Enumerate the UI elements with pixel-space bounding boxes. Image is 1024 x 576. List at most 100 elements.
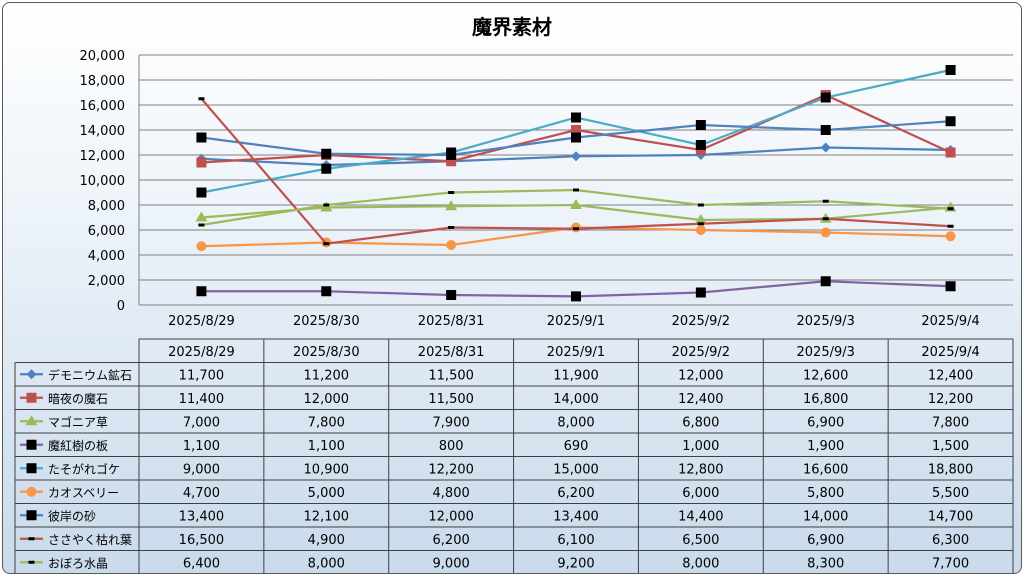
table-cell: 15,000 [553,462,599,477]
series-3-point [445,200,458,211]
table-header-date: 2025/9/4 [921,345,979,360]
series-8-point [947,224,954,228]
series-5-point [571,112,581,123]
legend-label: 彼岸の砂 [48,509,96,523]
series-9-point [697,203,704,207]
table-cell: 6,900 [807,415,844,430]
table-cell: 13,400 [179,509,225,524]
y-tick-label: 6,000 [88,224,125,239]
series-9-point [947,207,954,211]
x-tick-label: 2025/8/29 [168,314,235,329]
table-cell: 6,500 [682,533,719,548]
series-2-point [945,147,956,158]
legend-key-marker [26,392,37,403]
series-9-point [822,199,829,203]
table-cell: 6,300 [932,533,969,548]
series-8-point [697,222,704,226]
table-cell: 12,000 [428,509,474,524]
table-cell: 6,200 [433,533,470,548]
series-9-point [573,188,579,192]
y-tick-label: 18,000 [80,74,126,89]
series-2-point [196,157,207,168]
x-tick-label: 2025/8/30 [293,314,360,329]
table-cell: 8,000 [557,415,594,430]
series-7-point [321,148,332,159]
chart-title: 魔界素材 [472,15,552,39]
legend-label: デモニウム鉱石 [48,367,132,382]
legend-label: マゴニア草 [48,414,108,429]
series-3-point [570,199,582,209]
series-5-point [945,65,956,75]
legend-key-marker [26,439,37,450]
table-cell: 6,100 [557,533,594,548]
legend-label: ささやく枯れ葉 [48,532,132,547]
table-cell: 12,100 [304,509,350,524]
table-cell: 16,600 [803,462,849,477]
y-tick-label: 8,000 [88,199,125,214]
table-cell: 9,000 [433,556,470,571]
table-cell: 11,900 [553,368,599,383]
series-8-point [198,97,205,101]
table-header-date: 2025/9/3 [797,345,855,360]
series-8-point [822,217,829,221]
series-5-point [695,140,706,150]
table-cell: 7,700 [932,556,969,571]
table-cell: 1,500 [932,439,969,454]
table-cell: 690 [564,439,589,454]
y-tick-label: 2,000 [88,274,125,289]
series-3-point [195,211,208,222]
table-cell: 14,000 [803,509,849,524]
x-tick-label: 2025/9/4 [921,314,979,329]
y-tick-label: 12,000 [80,149,126,164]
table-cell: 12,200 [928,392,974,407]
table-cell: 6,800 [682,415,719,430]
table-cell: 7,800 [932,415,969,430]
series-1-point [571,151,581,162]
legend-label: 暗夜の魔石 [48,391,108,406]
table-cell: 13,400 [553,509,599,524]
table-cell: 4,800 [433,486,470,501]
series-6-point [820,227,831,238]
series-6-point [695,225,706,235]
table-cell: 6,200 [557,486,594,501]
table-cell: 12,800 [678,462,724,477]
series-6-point [945,231,956,242]
table-cell: 12,000 [304,392,350,407]
table-cell: 6,900 [807,533,844,548]
table-cell: 1,900 [807,439,844,454]
legend-label: カオスベリー [48,486,119,500]
x-tick-label: 2025/9/3 [797,314,855,329]
series-9-point [448,191,455,194]
series-8-point [448,226,455,229]
series-6-point [446,240,457,250]
table-header-date: 2025/8/31 [418,345,485,360]
table-cell: 5,500 [932,486,969,501]
table-cell: 5,800 [807,486,844,501]
y-tick-label: 14,000 [80,124,126,139]
table-cell: 10,900 [304,462,350,477]
legend-key-marker [28,560,35,564]
table-cell: 11,500 [428,392,474,407]
chart-svg: 0 2,000 4,000 6,000 8,000 10,000 12,000 14,000 1… [14,49,1014,573]
series-2-point [446,156,457,167]
series-4-point [321,286,332,297]
series-8-point [323,242,330,246]
table-cell: 12,200 [428,462,474,477]
table-cell: 9,200 [557,556,594,571]
table-cell: 14,400 [678,509,724,524]
table-cell: 1,000 [682,439,719,454]
table-header-date: 2025/8/29 [168,345,235,360]
y-tick-label: 16,000 [80,99,126,114]
table-cell: 12,400 [678,392,724,407]
legend-key-marker [28,537,35,541]
table-cell: 7,800 [308,415,345,430]
table-cell: 8,300 [807,556,844,571]
series-1-point [820,142,831,153]
table-cell: 11,700 [179,368,225,383]
x-tick-label: 2025/9/2 [672,314,730,329]
table-cell: 11,500 [428,368,474,383]
table-cell: 6,400 [183,556,220,571]
legend-key-marker [26,369,37,380]
table-cell: 18,800 [928,462,974,477]
x-tick-label: 2025/8/31 [418,314,485,329]
